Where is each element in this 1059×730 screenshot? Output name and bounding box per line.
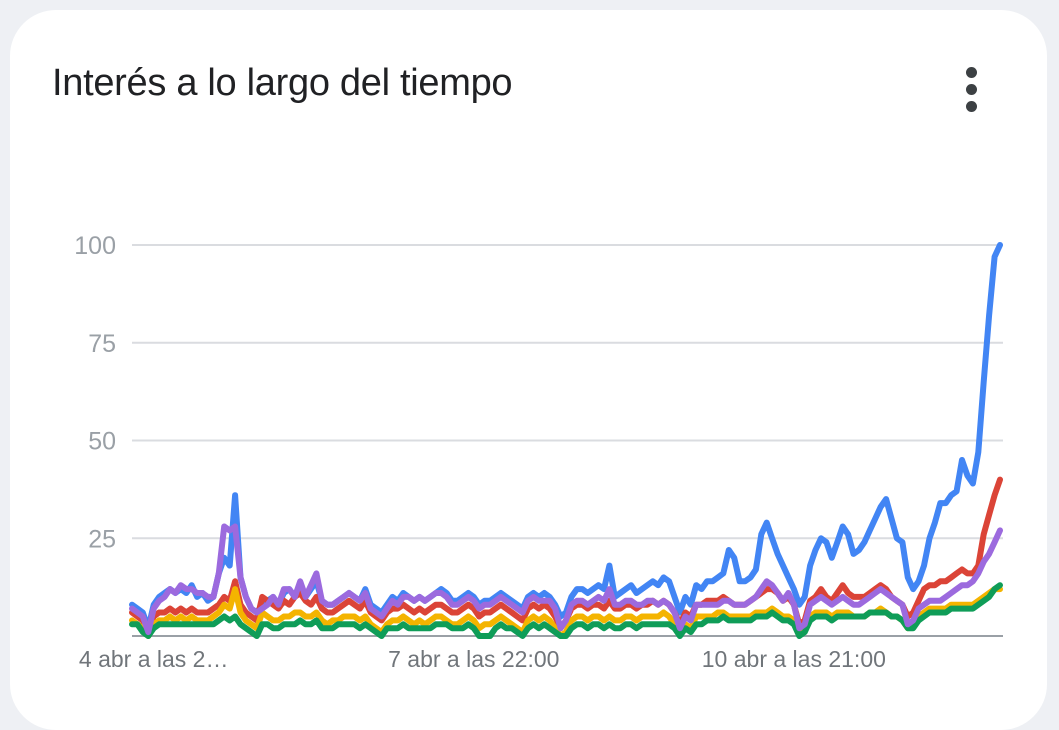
x-tick-label: 7 abr a las 22:00 — [388, 646, 559, 672]
series-line-4 — [129, 582, 1003, 639]
y-tick-label: 50 — [88, 428, 116, 456]
x-tick-label: 10 abr a las 21:00 — [702, 646, 886, 672]
more-vert-icon[interactable] — [952, 60, 992, 120]
y-tick-label: 100 — [74, 232, 116, 260]
chart-title: Interés a lo largo del tiempo — [52, 62, 513, 104]
series-line-1 — [129, 242, 1003, 632]
y-tick-label: 25 — [88, 525, 116, 553]
y-tick-label: 75 — [88, 330, 116, 358]
x-tick-label: 4 abr a las 2… — [79, 646, 229, 672]
series-line-5 — [129, 523, 1003, 636]
